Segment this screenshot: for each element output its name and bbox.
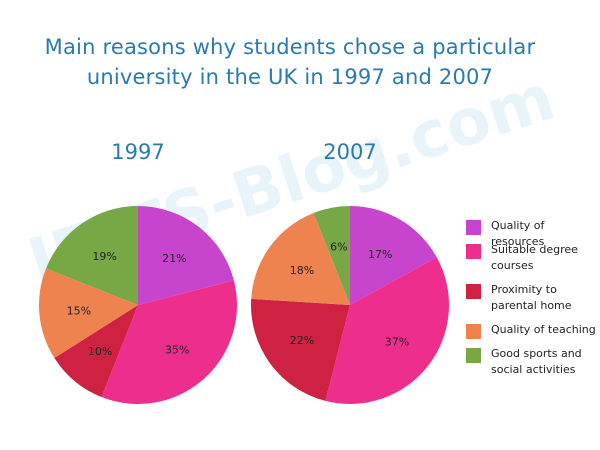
pie-1997-slice-quality-of-resources — [138, 206, 234, 305]
pie-1997-value-label-suitable-degree-courses: 35% — [165, 344, 189, 357]
legend-swatch-quality-of-resources — [466, 220, 481, 235]
pie-1997-value-label-proximity-to-parental-home: 10% — [88, 345, 112, 358]
pie-2007-value-label-proximity-to-parental-home: 22% — [290, 334, 314, 347]
pie-2007-slice-suitable-degree-courses — [325, 257, 449, 405]
pie-2007-value-label-quality-of-resources: 17% — [368, 248, 392, 261]
pie-2007-value-label-quality-of-teaching: 18% — [290, 264, 314, 277]
pie-2007-slice-good-sports-and-social-activities — [313, 206, 350, 305]
legend-label-proximity-to-parental-home: Proximity to parental home — [491, 283, 572, 312]
pie-1997-value-label-quality-of-resources: 21% — [162, 252, 186, 265]
legend-swatch-quality-of-teaching — [466, 324, 481, 339]
pie-2007-slice-proximity-to-parental-home — [250, 298, 350, 401]
pie-2007-slice-quality-of-resources — [350, 206, 437, 305]
legend-swatch-good-sports-and-social-activities — [466, 348, 481, 363]
pie-1997-slice-good-sports-and-social-activities — [45, 206, 138, 305]
pie-1997-value-label-quality-of-teaching: 15% — [67, 305, 91, 318]
chart-title-line-1: Main reasons why students chose a partic… — [44, 35, 536, 59]
pie-1997-slice-quality-of-teaching — [38, 268, 138, 359]
pie-1997-year-label: 1997 — [111, 140, 165, 164]
legend-swatch-proximity-to-parental-home — [466, 284, 481, 299]
pie-1997-slice-suitable-degree-courses — [101, 280, 238, 405]
legend-label-suitable-degree-courses: Suitable degree courses — [491, 243, 578, 272]
chart-title: Main reasons why students chose a partic… — [0, 32, 580, 92]
legend-label-good-sports-and-social-activities: Good sports and social activities — [491, 347, 582, 376]
chart-title-line-2: university in the UK in 1997 and 2007 — [86, 65, 494, 89]
legend-label-quality-of-resources: Quality of resources — [491, 219, 545, 248]
pie-2007-slice-quality-of-teaching — [251, 212, 350, 305]
pie-1997-slice-proximity-to-parental-home — [54, 305, 138, 398]
pie-2007-year-label: 2007 — [323, 140, 377, 164]
pie-2007-value-label-suitable-degree-courses: 37% — [385, 335, 409, 348]
pie-1997-value-label-good-sports-and-social-activities: 19% — [92, 250, 116, 263]
legend-swatch-suitable-degree-courses — [466, 244, 481, 259]
legend-label-quality-of-teaching: Quality of teaching — [491, 323, 596, 336]
pie-2007-value-label-good-sports-and-social-activities: 6% — [330, 241, 347, 254]
